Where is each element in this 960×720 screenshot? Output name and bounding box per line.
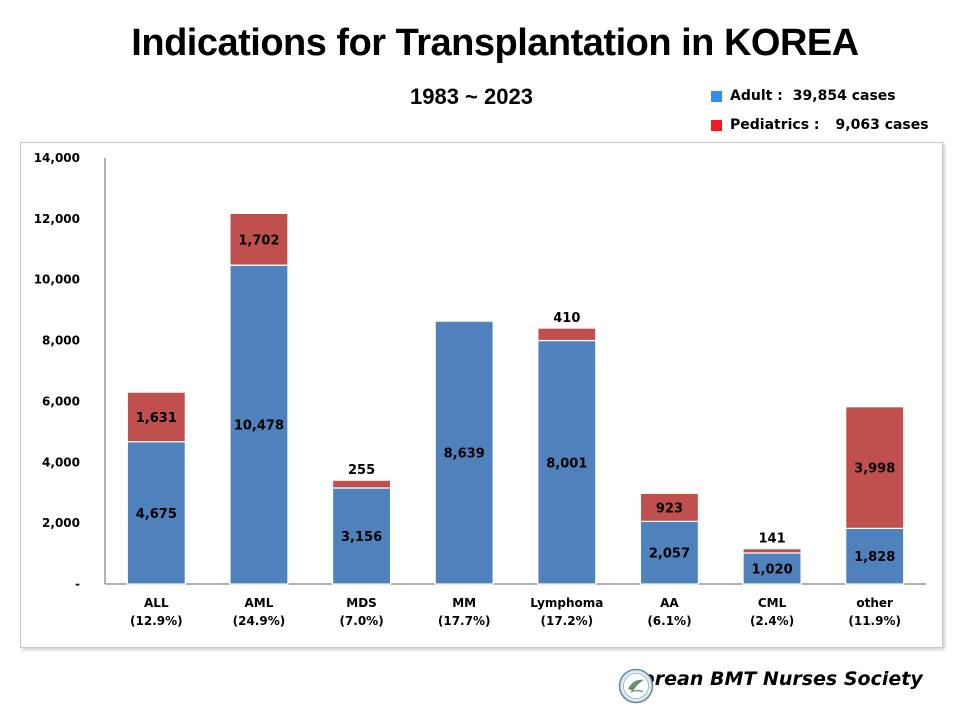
footer-organization: Korean BMT Nurses Society (628, 668, 923, 690)
x-tick-label: AA (660, 596, 679, 610)
legend-item-adult: Adult : 39,854 cases (711, 88, 896, 104)
x-tick-label: Lymphoma (530, 596, 603, 610)
bar-adult (742, 552, 802, 585)
data-label-adult: 2,057 (649, 547, 690, 562)
bar-pediatrics (229, 212, 289, 266)
x-tick-label: ALL (144, 596, 169, 610)
x-tick-percent: (24.9%) (233, 614, 286, 628)
data-label-pediatrics: 1,702 (238, 233, 279, 248)
bar-adult (229, 264, 289, 585)
footer: Korean BMT Nurses Society (618, 668, 923, 704)
y-tick-label: - (75, 577, 80, 591)
data-label-adult: 3,156 (341, 530, 382, 545)
bar-pediatrics (126, 391, 186, 443)
data-label-pediatrics: 410 (553, 311, 580, 326)
y-tick-label: 4,000 (42, 455, 80, 469)
legend-value-pediatrics: 9,063 cases (835, 117, 929, 133)
y-tick-label: 10,000 (34, 273, 80, 287)
legend-value-adult: 39,854 cases (792, 88, 896, 104)
x-tick-percent: (6.1%) (647, 614, 691, 628)
y-tick-label: 14,000 (34, 151, 80, 165)
y-tick-label: 6,000 (42, 394, 80, 408)
y-tick-label: 8,000 (42, 334, 80, 348)
data-label-pediatrics: 141 (758, 532, 785, 547)
x-tick-label: MM (452, 596, 476, 610)
x-tick-percent: (17.2%) (541, 614, 594, 628)
data-label-adult: 8,001 (546, 456, 587, 471)
x-tick-label: other (856, 596, 893, 610)
x-tick-label: CML (758, 596, 787, 610)
x-tick-percent: (17.7%) (438, 614, 491, 628)
data-label-pediatrics: 255 (348, 463, 375, 478)
bar-pediatrics (845, 406, 905, 529)
legend-item-pediatrics: Pediatrics : 9,063 cases (711, 117, 929, 133)
data-label-pediatrics: 923 (656, 501, 683, 516)
data-label-adult: 8,639 (444, 447, 485, 462)
legend-label-pediatrics: Pediatrics : (730, 117, 820, 133)
x-tick-label: MDS (346, 596, 377, 610)
bar-adult (126, 441, 186, 585)
bar-adult (434, 320, 494, 585)
x-tick-percent: (2.4%) (750, 614, 794, 628)
chart-subtitle: 1983 ~ 2023 (410, 84, 533, 109)
y-tick-label: 2,000 (42, 516, 80, 530)
x-tick-percent: (7.0%) (339, 614, 383, 628)
bar-pediatrics (742, 548, 802, 554)
data-label-pediatrics: 1,631 (136, 411, 177, 426)
society-logo-icon (618, 668, 654, 704)
data-label-adult: 4,675 (136, 507, 177, 522)
data-label-adult: 1,828 (854, 550, 895, 565)
bar-adult (845, 527, 905, 585)
data-label-adult: 1,020 (752, 562, 793, 577)
bar-pediatrics (639, 492, 700, 523)
legend-swatch-pediatrics (711, 119, 722, 131)
bar-adult (639, 520, 700, 585)
bar-pediatrics (331, 479, 392, 489)
data-label-pediatrics: 3,998 (854, 462, 895, 477)
x-tick-label: AML (245, 596, 274, 610)
legend-swatch-adult (711, 90, 722, 102)
legend-label-adult: Adult : (730, 88, 783, 104)
bar-pediatrics (537, 327, 597, 342)
chart-title: Indications for Transplantation in KOREA (131, 22, 859, 64)
data-label-adult: 10,478 (234, 419, 284, 434)
y-tick-label: 12,000 (34, 212, 80, 226)
x-tick-percent: (11.9%) (848, 614, 901, 628)
bar-adult (537, 339, 597, 585)
x-tick-percent: (12.9%) (130, 614, 183, 628)
